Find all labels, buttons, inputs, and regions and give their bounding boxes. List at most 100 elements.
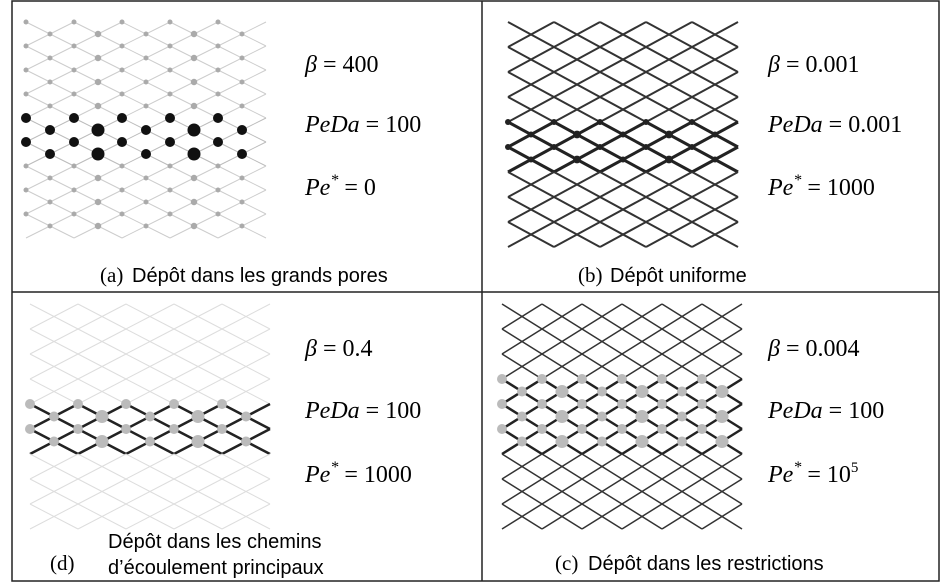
pore-throat [701,478,743,505]
pore-throat [507,171,555,198]
pore [215,211,221,217]
pore [91,147,105,161]
pore [190,102,198,110]
pore [617,399,627,409]
pore [167,187,173,193]
pore-throat [507,46,555,73]
pore [165,137,175,147]
pore [597,144,603,150]
pore [167,19,173,25]
parameter-sup: * [793,459,801,476]
pore-throat [125,378,175,405]
pore [45,125,55,135]
pore [71,67,77,73]
panel-caption: d’écoulement principaux [108,557,324,579]
parameter-name: Pe [767,175,794,201]
pore [143,55,149,61]
pore-throat [501,353,543,380]
pore-throat [221,378,271,405]
pore-throat [701,503,743,530]
parameter: PeDa = 100 [304,112,421,138]
pore [191,435,205,448]
pore [119,67,125,73]
pore [597,386,607,397]
pore-throat [541,503,583,530]
pore-throat [621,303,663,330]
pore-throat [581,478,623,505]
pore [143,175,149,181]
pore [239,223,245,229]
pore [505,144,511,150]
pore-throat [173,503,223,530]
pore [94,198,102,206]
pore [169,399,179,409]
lattices [21,19,743,530]
pore [25,424,35,434]
pore [121,424,131,434]
pore-throat [581,303,623,330]
parameter: β = 0.001 [767,52,860,78]
pore-throat [621,453,663,480]
pore [677,411,687,422]
pore [141,125,151,135]
pore-throat [173,378,223,405]
pore [505,119,511,125]
pore [215,67,221,73]
pore-throat [553,46,601,73]
parameter: PeDa = 0.001 [767,112,902,138]
pore-throat [221,503,271,530]
pore [167,43,173,49]
pore-throat [645,96,693,123]
pore [528,131,534,138]
parameter-value: 10 [827,462,851,488]
lattice [505,21,739,248]
parameter-name: β [304,52,317,78]
parameter-value: 100 [385,112,421,138]
pore [239,103,245,109]
pore [617,374,627,384]
pore [145,436,155,447]
pore [712,131,718,138]
pore [241,411,251,422]
pore [551,144,557,150]
equals: = [366,398,386,424]
pore [617,424,627,434]
pore-throat [553,171,601,198]
panel-caption: Dépôt uniforme [610,265,747,287]
pore-throat [553,196,601,223]
pore [190,174,198,182]
pore-throat [173,453,223,480]
pore [187,123,201,137]
parameter-value: 0.001 [848,112,902,138]
pore [190,78,198,86]
pore-throat [125,503,175,530]
pore-throat [581,353,623,380]
pore-throat [173,353,223,380]
parameter-name: Pe [304,462,331,488]
pore-throat [501,328,543,355]
pore [239,55,245,61]
pore [23,67,29,73]
parameter-name: β [304,336,317,362]
pore-throat [125,353,175,380]
parameter-value: 100 [385,398,421,424]
pore-throat [507,21,555,48]
pore [119,163,125,169]
pore [635,385,649,398]
pore [117,137,127,147]
pore [167,67,173,73]
pore-throat [501,478,543,505]
pore-throat [691,171,739,198]
pore-throat [29,303,79,330]
pore [497,374,507,384]
equals: = [786,52,806,78]
parameter-name: PeDa [304,398,360,424]
pore [23,211,29,217]
pore-throat [221,453,271,480]
pore [119,211,125,217]
equals: = [829,112,849,138]
parameter-name: PeDa [767,112,823,138]
pore-throat [541,478,583,505]
pore-throat [645,71,693,98]
